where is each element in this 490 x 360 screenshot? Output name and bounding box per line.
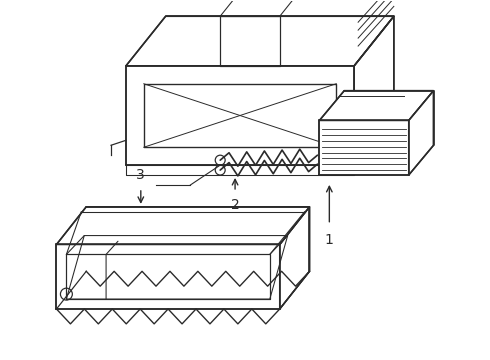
Polygon shape <box>56 207 310 244</box>
Polygon shape <box>409 91 434 175</box>
Text: 2: 2 <box>231 198 240 212</box>
Text: 3: 3 <box>136 168 145 182</box>
Polygon shape <box>56 244 280 309</box>
Polygon shape <box>354 16 394 165</box>
Polygon shape <box>126 66 354 165</box>
Text: 1: 1 <box>325 233 334 247</box>
Polygon shape <box>319 91 434 121</box>
Polygon shape <box>126 16 394 66</box>
Polygon shape <box>319 121 409 175</box>
Polygon shape <box>280 207 310 309</box>
